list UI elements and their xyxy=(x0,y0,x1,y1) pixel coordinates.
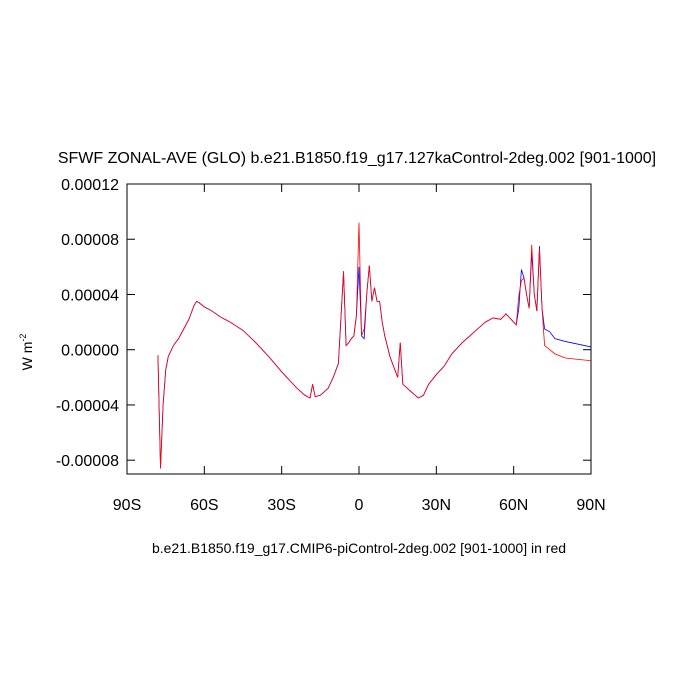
x-tick-label: 60N xyxy=(499,497,528,514)
y-tick-label: 0.00012 xyxy=(61,177,119,194)
series-line xyxy=(157,222,592,469)
x-tick-label: 0 xyxy=(355,497,364,514)
y-axis-label-main: W m xyxy=(19,342,35,371)
x-tick-label: 30N xyxy=(422,497,451,514)
y-axis-label: W m-2 xyxy=(18,334,35,371)
x-tick-label: 90S xyxy=(113,497,141,514)
x-tick-label: 30S xyxy=(267,497,295,514)
x-tick-label: 60S xyxy=(190,497,218,514)
x-tick-label: 90N xyxy=(576,497,605,514)
y-axis-label-group: W m-2 xyxy=(18,334,35,371)
series-line xyxy=(157,246,592,469)
chart-title: SFWF ZONAL-AVE (GLO) b.e21.B1850.f19_g17… xyxy=(58,150,656,167)
x-axis-label: b.e21.B1850.f19_g17.CMIP6-piControl-2deg… xyxy=(152,540,566,556)
y-axis-label-sup: -2 xyxy=(18,334,28,342)
y-tick-label: 0.00004 xyxy=(61,287,119,304)
y-tick-label: -0.00004 xyxy=(56,398,119,415)
y-tick-label: 0.00000 xyxy=(61,343,119,360)
y-tick-label: -0.00008 xyxy=(56,453,119,470)
y-tick-label: 0.00008 xyxy=(61,232,119,249)
